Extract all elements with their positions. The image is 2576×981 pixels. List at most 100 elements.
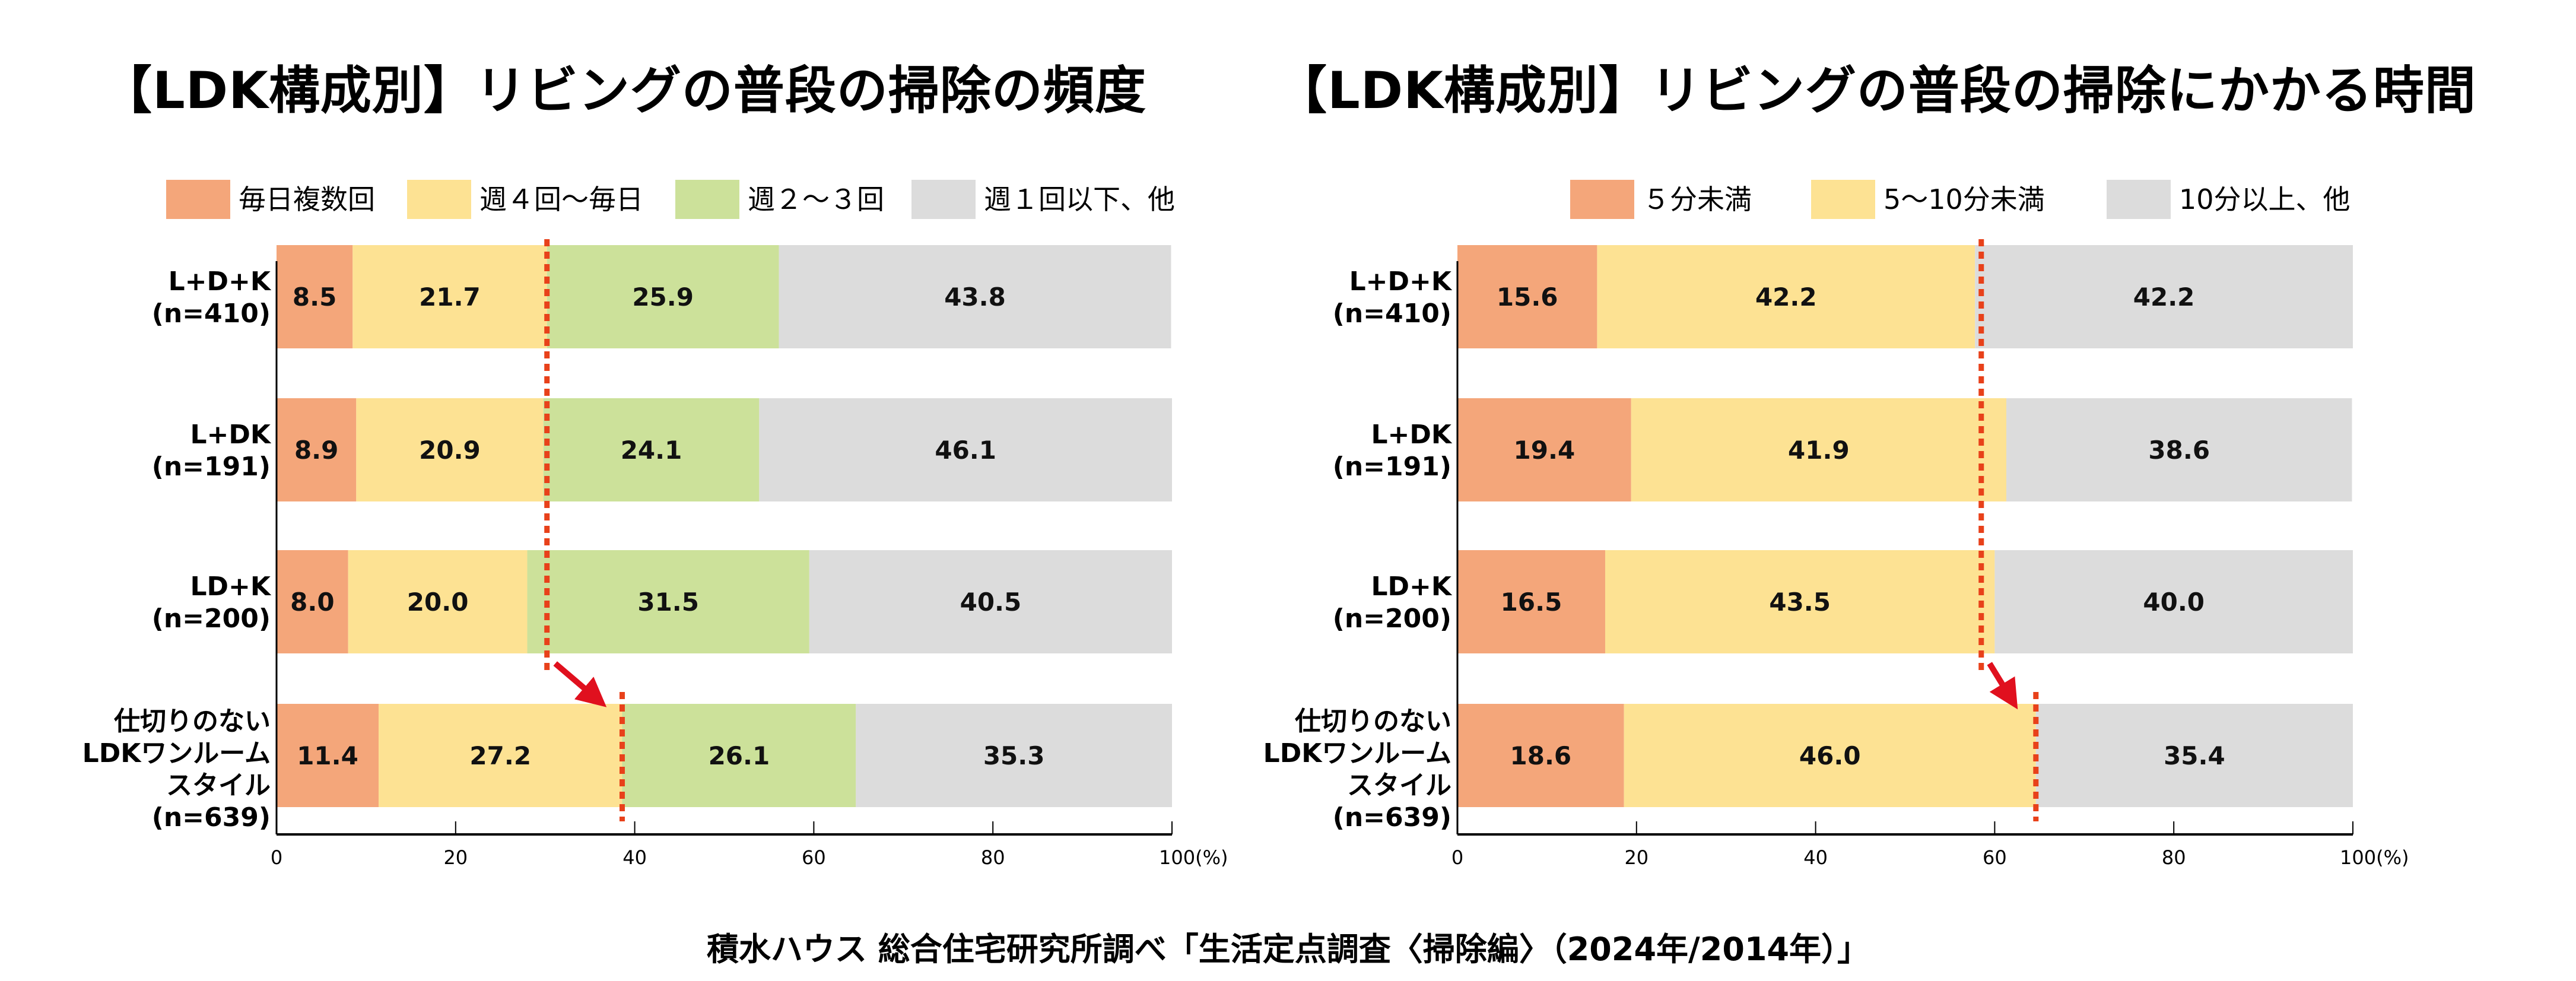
arrow-annotation [553,661,607,707]
legend-item-daily-multiple: 毎日複数回 [166,178,375,221]
legend-label: 10分以上、他 [2179,183,2351,215]
bar-segment [1605,550,1995,653]
legend-swatch-green [675,180,739,219]
bar-segment [2035,704,2353,807]
bar-segment [1975,245,2353,348]
data-label: 35.3 [983,741,1045,770]
bar-segment [1631,398,2007,501]
chart-title-frequency: 【LDK構成別】リビングの普段の掃除の頻度 [101,61,1146,120]
bar-segment [277,704,379,807]
category-label: LD+K [190,572,271,602]
bar-segment [856,704,1172,807]
bar-segment [277,550,348,653]
bar-segment [779,245,1171,348]
category-label: 仕切りのない [1295,706,1451,736]
bar-segment [1457,550,1605,653]
bar-segment [379,704,622,807]
x-tick-label: 0 [271,846,282,869]
legend-swatch-orange [1570,180,1634,219]
legend-label: 5～10分未満 [1883,183,2045,215]
data-label: 18.6 [1510,741,1572,770]
x-tick-label: 20 [1624,846,1648,869]
bar-segment [356,398,544,501]
legend-label: 週４回～毎日 [479,183,643,215]
category-label: (n=639) [152,802,271,833]
legend-item-5-10min: 5～10分未満 [1811,178,2045,221]
data-label: 8.5 [293,282,336,312]
legend-frequency: 毎日複数回 週４回～毎日 週２～３回 週１回以下、他 [0,178,1246,221]
bar-segment [1597,245,1975,348]
category-label: (n=191) [1333,452,1451,482]
legend-label: 毎日複数回 [239,183,375,215]
data-label: 15.6 [1497,282,1558,312]
data-label: 41.9 [1788,436,1850,465]
data-label: 25.9 [632,282,694,312]
category-label: (n=200) [152,604,271,634]
data-label: 46.0 [1799,741,1861,770]
legend-swatch-gray [2107,180,2171,219]
data-label: 38.6 [2148,436,2210,465]
category-label: LD+K [1371,572,1452,602]
x-tick-label: 40 [1803,846,1828,869]
category-label: L+D+K [1349,266,1453,297]
category-label: (n=410) [1333,299,1451,329]
category-label: (n=200) [1333,604,1451,634]
chart-title-duration: 【LDK構成別】リビングの普段の掃除にかかる時間 [1276,61,2476,120]
bar-segment [277,245,353,348]
data-label: 46.1 [935,436,996,465]
data-label: 24.1 [621,436,682,465]
x-tick-label: 60 [1983,846,2007,869]
data-label: 43.8 [944,282,1006,312]
legend-swatch-yellow [407,180,471,219]
data-label: 27.2 [469,741,531,770]
legend-label: 週２～３回 [748,183,884,215]
data-label: 21.7 [419,282,481,312]
x-tick-label: 40 [622,846,647,869]
x-tick-label: 20 [443,846,468,869]
category-label: 仕切りのない [114,706,271,736]
bar-segment [547,245,779,348]
bar-segment [1624,704,2036,807]
bar-segment [1994,550,2353,653]
legend-item-under-5min: ５分未満 [1570,178,1752,221]
data-label: 31.5 [637,588,699,617]
x-tick-label: 0 [1451,846,1463,869]
data-label: 8.0 [290,588,334,617]
x-tick-label: 80 [981,846,1005,869]
source-caption: 積水ハウス 総合住宅研究所調べ「生活定点調査〈掃除編〉（2024年/2014年）… [706,931,1870,968]
bar-segment [352,245,547,348]
data-label: 20.9 [419,436,481,465]
bar-segment [527,550,809,653]
data-label: 42.2 [1755,282,1817,312]
legend-item-4-per-week: 週４回～毎日 [407,178,643,221]
data-label: 40.0 [2143,588,2205,617]
x-tick-label: 60 [802,846,826,869]
data-label: 43.5 [1769,588,1831,617]
legend-label: ５分未満 [1643,183,1752,215]
bar-segment [759,398,1172,501]
bar-segment [1457,704,1624,807]
legend-item-weekly-or-less: 週１回以下、他 [911,178,1175,221]
arrow-annotation [1987,662,2018,710]
category-label: (n=639) [1333,802,1451,833]
x-tick-label: 100(%) [1159,846,1228,869]
data-label: 40.5 [960,588,1022,617]
data-label: 16.5 [1501,588,1562,617]
data-label: 19.4 [1514,436,1576,465]
legend-duration: ５分未満 5～10分未満 10分以上、他 [0,178,2576,221]
x-tick-label: 80 [2162,846,2186,869]
bar-segment [543,398,760,501]
legend-swatch-yellow [1811,180,1875,219]
category-label: L+D+K [169,266,272,297]
legend-swatch-gray [911,180,976,219]
data-label: 11.4 [297,741,358,770]
data-label: 26.1 [709,741,770,770]
category-label: (n=410) [152,299,271,329]
bar-segment [2006,398,2352,501]
bar-segment [277,398,357,501]
data-label: 8.9 [294,436,338,465]
category-label: (n=191) [152,452,271,482]
data-label: 20.0 [407,588,469,617]
category-label: スタイル [1347,770,1451,801]
